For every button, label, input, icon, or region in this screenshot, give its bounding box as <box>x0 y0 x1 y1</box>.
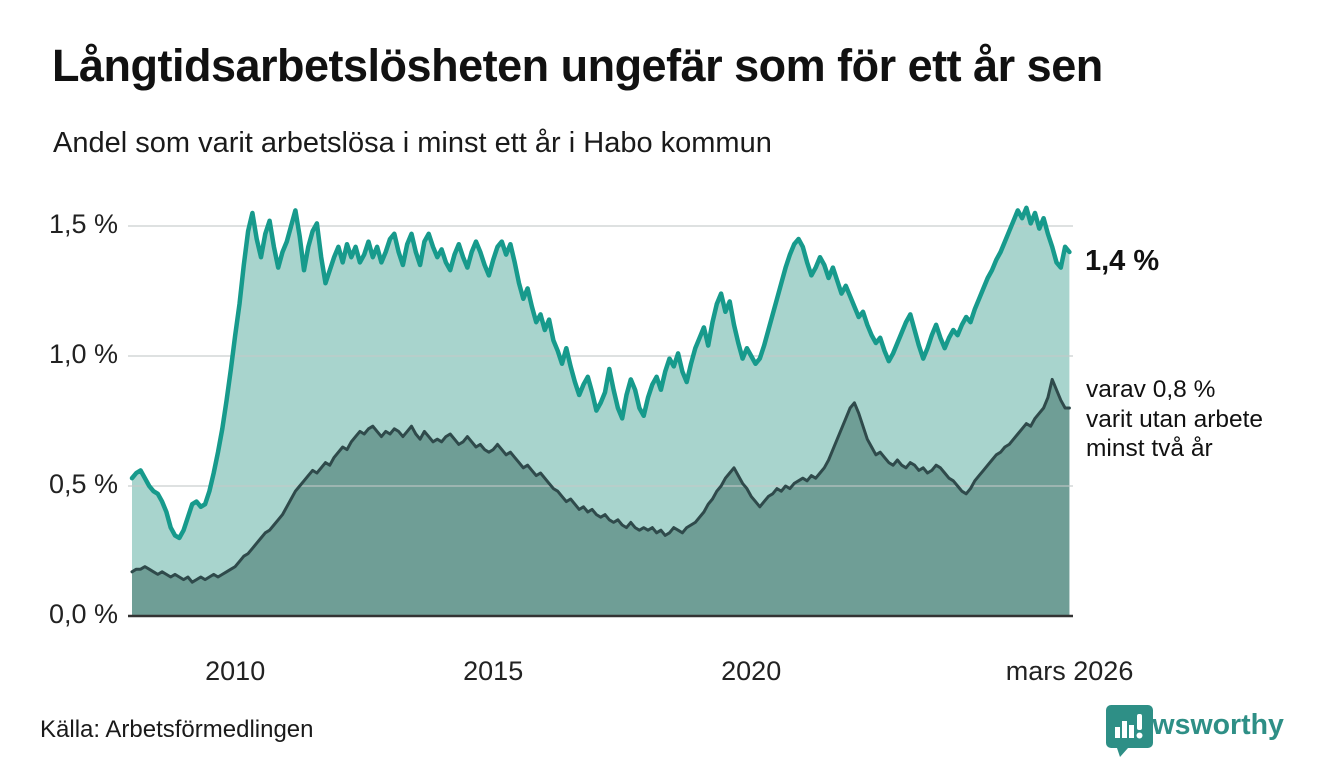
series2-line <box>130 377 1071 584</box>
series1-line <box>129 205 1072 541</box>
newsworthy-logo: Newsworthy <box>1106 703 1284 757</box>
y-tick-label: 0,0 % <box>48 599 118 629</box>
page-title: Långtidsarbetslösheten ungefär som för e… <box>52 40 1103 91</box>
x-tick-label: 2015 <box>463 656 524 686</box>
series-end-value-label: 1,4 % <box>1085 245 1160 277</box>
series2-area <box>132 379 1070 616</box>
y-tick-label: 0,5 % <box>48 469 118 499</box>
chart-subtitle: Andel som varit arbetslösa i minst ett å… <box>53 127 772 159</box>
series2-annotation-line: minst två år <box>1086 435 1213 462</box>
series2-annotation-line: varit utan arbete <box>1086 405 1264 433</box>
y-tick-label: 1,5 % <box>48 209 118 239</box>
y-tick-label: 1,0 % <box>48 339 118 369</box>
x-tick-label: mars 2026 <box>1005 656 1134 686</box>
source-note: Källa: Arbetsförmedlingen <box>40 716 314 743</box>
series2-annotation-line: varav 0,8 % <box>1086 376 1216 403</box>
newsworthy-logo-icon <box>1106 705 1153 757</box>
x-tick-label: 2020 <box>721 656 782 686</box>
series2-annotation: varav 0,8 % varit utan arbete minst två år <box>1086 375 1263 464</box>
x-tick-label: 2010 <box>205 656 266 686</box>
